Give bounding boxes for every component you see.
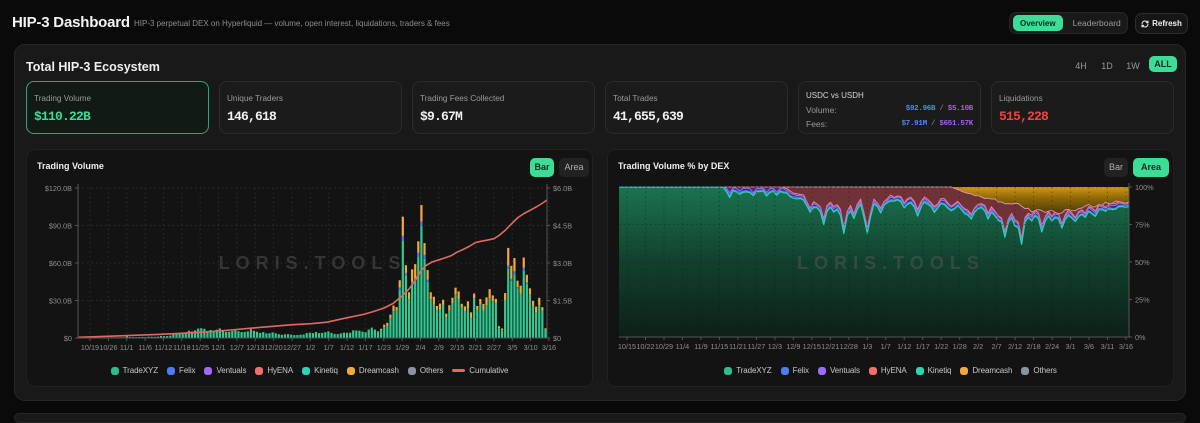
svg-text:3/11: 3/11 [1101,342,1115,351]
svg-text:2/4: 2/4 [415,343,425,352]
svg-text:11/4: 11/4 [676,342,690,351]
svg-text:100%: 100% [1135,183,1154,192]
svg-text:1/17: 1/17 [916,342,930,351]
svg-text:10/29: 10/29 [655,342,673,351]
svg-text:3/1: 3/1 [1066,342,1076,351]
svg-text:10/15: 10/15 [618,342,636,351]
svg-text:1/7: 1/7 [881,342,891,351]
svg-text:LORIS.TOOLS: LORIS.TOOLS [797,253,985,273]
svg-text:12/28: 12/28 [840,342,858,351]
svg-text:10/26: 10/26 [99,343,117,352]
svg-text:0%: 0% [1135,333,1146,342]
svg-text:$0: $0 [553,334,561,343]
svg-text:11/1: 11/1 [120,343,134,352]
svg-text:$30.0B: $30.0B [49,297,72,306]
svg-text:1/2: 1/2 [305,343,315,352]
svg-text:12/20: 12/20 [264,343,282,352]
svg-text:25%: 25% [1135,296,1150,305]
svg-text:3/5: 3/5 [507,343,517,352]
svg-text:$90.0B: $90.0B [49,222,72,231]
svg-text:1/17: 1/17 [358,343,372,352]
svg-text:2/7: 2/7 [992,342,1002,351]
svg-text:12/1: 12/1 [211,343,225,352]
svg-text:11/6: 11/6 [138,343,152,352]
svg-text:1/12: 1/12 [340,343,354,352]
svg-text:1/23: 1/23 [377,343,391,352]
svg-text:3/10: 3/10 [523,343,537,352]
svg-text:2/18: 2/18 [1026,342,1040,351]
svg-text:11/9: 11/9 [694,342,708,351]
svg-text:3/16: 3/16 [1119,342,1133,351]
svg-text:1/7: 1/7 [324,343,334,352]
svg-text:12/9: 12/9 [786,342,800,351]
svg-text:3/16: 3/16 [542,343,556,352]
svg-text:10/19: 10/19 [81,343,99,352]
svg-text:10/22: 10/22 [636,342,654,351]
svg-text:11/25: 11/25 [191,343,209,352]
svg-text:11/21: 11/21 [729,342,747,351]
svg-text:1/12: 1/12 [897,342,911,351]
svg-text:$3.0B: $3.0B [553,259,572,268]
svg-text:2/12: 2/12 [1008,342,1022,351]
svg-text:2/21: 2/21 [468,343,482,352]
svg-text:2/2: 2/2 [973,342,983,351]
svg-text:11/12: 11/12 [155,343,173,352]
svg-text:12/3: 12/3 [768,342,782,351]
svg-text:12/13: 12/13 [246,343,264,352]
svg-text:2/27: 2/27 [487,343,501,352]
svg-text:3/6: 3/6 [1084,342,1094,351]
svg-text:1/3: 1/3 [862,342,872,351]
svg-text:11/27: 11/27 [748,342,766,351]
svg-text:50%: 50% [1135,258,1150,267]
svg-text:12/15: 12/15 [803,342,821,351]
svg-text:12/7: 12/7 [230,343,244,352]
svg-text:2/24: 2/24 [1045,342,1059,351]
svg-text:2/9: 2/9 [434,343,444,352]
svg-text:11/15: 11/15 [711,342,729,351]
svg-text:$60.0B: $60.0B [49,259,72,268]
svg-text:75%: 75% [1135,221,1150,230]
svg-text:12/27: 12/27 [283,343,301,352]
svg-text:1/22: 1/22 [934,342,948,351]
svg-text:$1.5B: $1.5B [553,297,572,306]
svg-text:2/15: 2/15 [450,343,464,352]
svg-text:$0: $0 [64,334,72,343]
svg-text:1/28: 1/28 [953,342,967,351]
svg-text:$4.5B: $4.5B [553,222,572,231]
svg-text:11/18: 11/18 [173,343,191,352]
svg-text:$120.0B: $120.0B [45,184,72,193]
svg-text:12/21: 12/21 [821,342,839,351]
svg-text:LORIS.TOOLS: LORIS.TOOLS [219,253,407,273]
svg-text:1/29: 1/29 [395,343,409,352]
svg-text:$6.0B: $6.0B [553,184,572,193]
